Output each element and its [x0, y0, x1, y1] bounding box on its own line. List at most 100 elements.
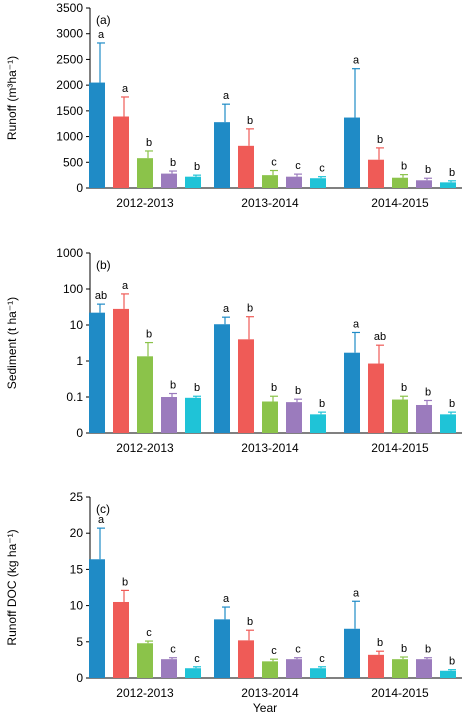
y-axis-label: Sediment (t ha⁻¹) [5, 297, 19, 389]
significance-label: b [146, 329, 152, 341]
significance-label: b [401, 161, 407, 173]
x-tick-label: 2014-2015 [371, 441, 429, 455]
bar [392, 659, 408, 678]
bar [89, 82, 105, 188]
significance-label: c [271, 645, 277, 657]
bar [262, 401, 278, 433]
bar [368, 159, 384, 188]
x-tick-label: 2014-2015 [371, 686, 429, 700]
bar [113, 116, 129, 188]
panel-label: (c) [96, 502, 110, 516]
bar [416, 659, 432, 678]
significance-label: c [319, 163, 325, 175]
y-tick-label: 20 [70, 526, 84, 540]
significance-label: b [377, 134, 383, 146]
significance-label: c [170, 644, 176, 656]
bar [310, 414, 326, 433]
y-tick-label: 5 [76, 635, 83, 649]
significance-label: ab [95, 290, 107, 302]
y-tick-label: 1000 [56, 130, 83, 144]
bar [161, 397, 177, 433]
bar [185, 668, 201, 678]
y-tick-label: 100 [63, 282, 83, 296]
significance-label: b [295, 385, 301, 397]
y-axis-label: Runoff DOC (kg ha⁻¹) [5, 529, 19, 645]
significance-label: b [449, 656, 455, 668]
y-tick-label: 3000 [56, 27, 83, 41]
chart-panel-1: 0 500 1000 1500 2000 2500 3000 3500 (a) Runoff (m… [5, 1, 462, 210]
significance-label: a [98, 514, 105, 526]
significance-label: b [194, 161, 200, 173]
significance-label: b [425, 644, 431, 656]
y-tick-label: 1000 [56, 246, 83, 260]
chart-panel-2: 0 0.1 1 10 100 1000 (b) Sediment (t ha⁻¹) 2012-2… [5, 246, 462, 455]
y-tick-label: 2000 [56, 78, 83, 92]
bar [344, 352, 360, 433]
bar [185, 397, 201, 433]
bar [185, 176, 201, 188]
significance-label: b [170, 380, 176, 392]
bar [368, 654, 384, 678]
x-tick-label: 2013-2014 [241, 686, 299, 700]
y-tick-label: 3500 [56, 1, 83, 15]
y-tick-label: 25 [70, 490, 84, 504]
significance-label: b [170, 157, 176, 169]
bar [440, 182, 456, 188]
significance-label: b [247, 616, 253, 628]
bar [416, 180, 432, 188]
y-tick-label: 0 [76, 671, 83, 685]
bar [286, 659, 302, 678]
y-tick-label: 1500 [56, 104, 83, 118]
y-tick-label: 0.1 [66, 390, 83, 404]
bar [238, 640, 254, 678]
bar [392, 399, 408, 433]
significance-label: b [401, 643, 407, 655]
bar [113, 601, 129, 678]
significance-label: c [319, 653, 325, 665]
significance-label: a [353, 318, 360, 330]
x-tick-label: 2014-2015 [371, 196, 429, 210]
x-tick-label: 2012-2013 [116, 686, 174, 700]
significance-label: a [223, 593, 230, 605]
significance-label: a [223, 90, 230, 102]
significance-label: b [449, 398, 455, 410]
bar [286, 176, 302, 188]
significance-label: a [98, 29, 105, 41]
significance-label: c [194, 653, 200, 665]
chart-panel-3: 0 5 10 15 20 25 (c) Runoff DOC (kg ha⁻¹) 2012-20… [5, 490, 462, 700]
bar [440, 670, 456, 678]
significance-label: b [146, 137, 152, 149]
bar [310, 178, 326, 188]
bar [161, 173, 177, 188]
significance-label: a [223, 303, 230, 315]
significance-label: b [122, 576, 128, 588]
x-tick-label: 2012-2013 [116, 441, 174, 455]
significance-label: b [247, 303, 253, 315]
panel-label: (a) [96, 13, 111, 27]
bar [440, 414, 456, 433]
bar [214, 619, 230, 678]
bar [368, 363, 384, 433]
x-tick-label: 2013-2014 [241, 196, 299, 210]
significance-label: a [122, 83, 129, 95]
bar [286, 402, 302, 433]
bar [238, 145, 254, 188]
significance-label: b [449, 167, 455, 179]
bar [416, 404, 432, 433]
significance-label: b [425, 386, 431, 398]
significance-label: a [353, 587, 360, 599]
bar [161, 659, 177, 678]
bar [392, 177, 408, 188]
bar [238, 339, 254, 433]
bar [137, 356, 153, 433]
bar [262, 175, 278, 188]
significance-label: b [247, 115, 253, 127]
significance-label: b [377, 637, 383, 649]
bar [214, 324, 230, 433]
x-tick-label: 2013-2014 [241, 441, 299, 455]
bar [310, 668, 326, 678]
bar [262, 661, 278, 678]
significance-label: c [146, 627, 152, 639]
